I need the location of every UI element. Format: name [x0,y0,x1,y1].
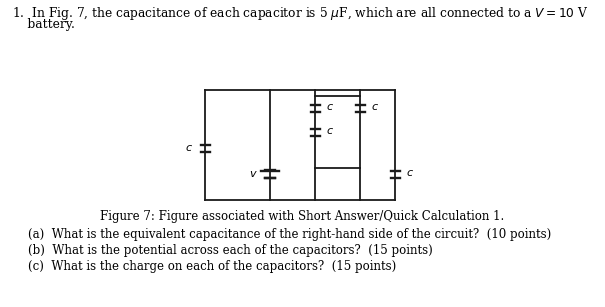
Text: $c$: $c$ [371,102,379,112]
Text: (c)  What is the charge on each of the capacitors?  (15 points): (c) What is the charge on each of the ca… [28,260,396,273]
Text: Figure 7: Figure associated with Short Answer/Quick Calculation 1.: Figure 7: Figure associated with Short A… [100,210,504,223]
Text: $c$: $c$ [185,143,193,153]
Text: $v$: $v$ [249,169,258,179]
Text: (a)  What is the equivalent capacitance of the right-hand side of the circuit?  : (a) What is the equivalent capacitance o… [28,228,551,241]
Text: $c$: $c$ [326,102,334,112]
Text: 1.  In Fig. 7, the capacitance of each capacitor is 5 $\mu$F, which are all conn: 1. In Fig. 7, the capacitance of each ca… [12,5,589,22]
Text: (b)  What is the potential across each of the capacitors?  (15 points): (b) What is the potential across each of… [28,244,433,257]
Text: $c$: $c$ [406,168,414,178]
Text: battery.: battery. [12,18,75,31]
Text: $c$: $c$ [326,126,334,136]
